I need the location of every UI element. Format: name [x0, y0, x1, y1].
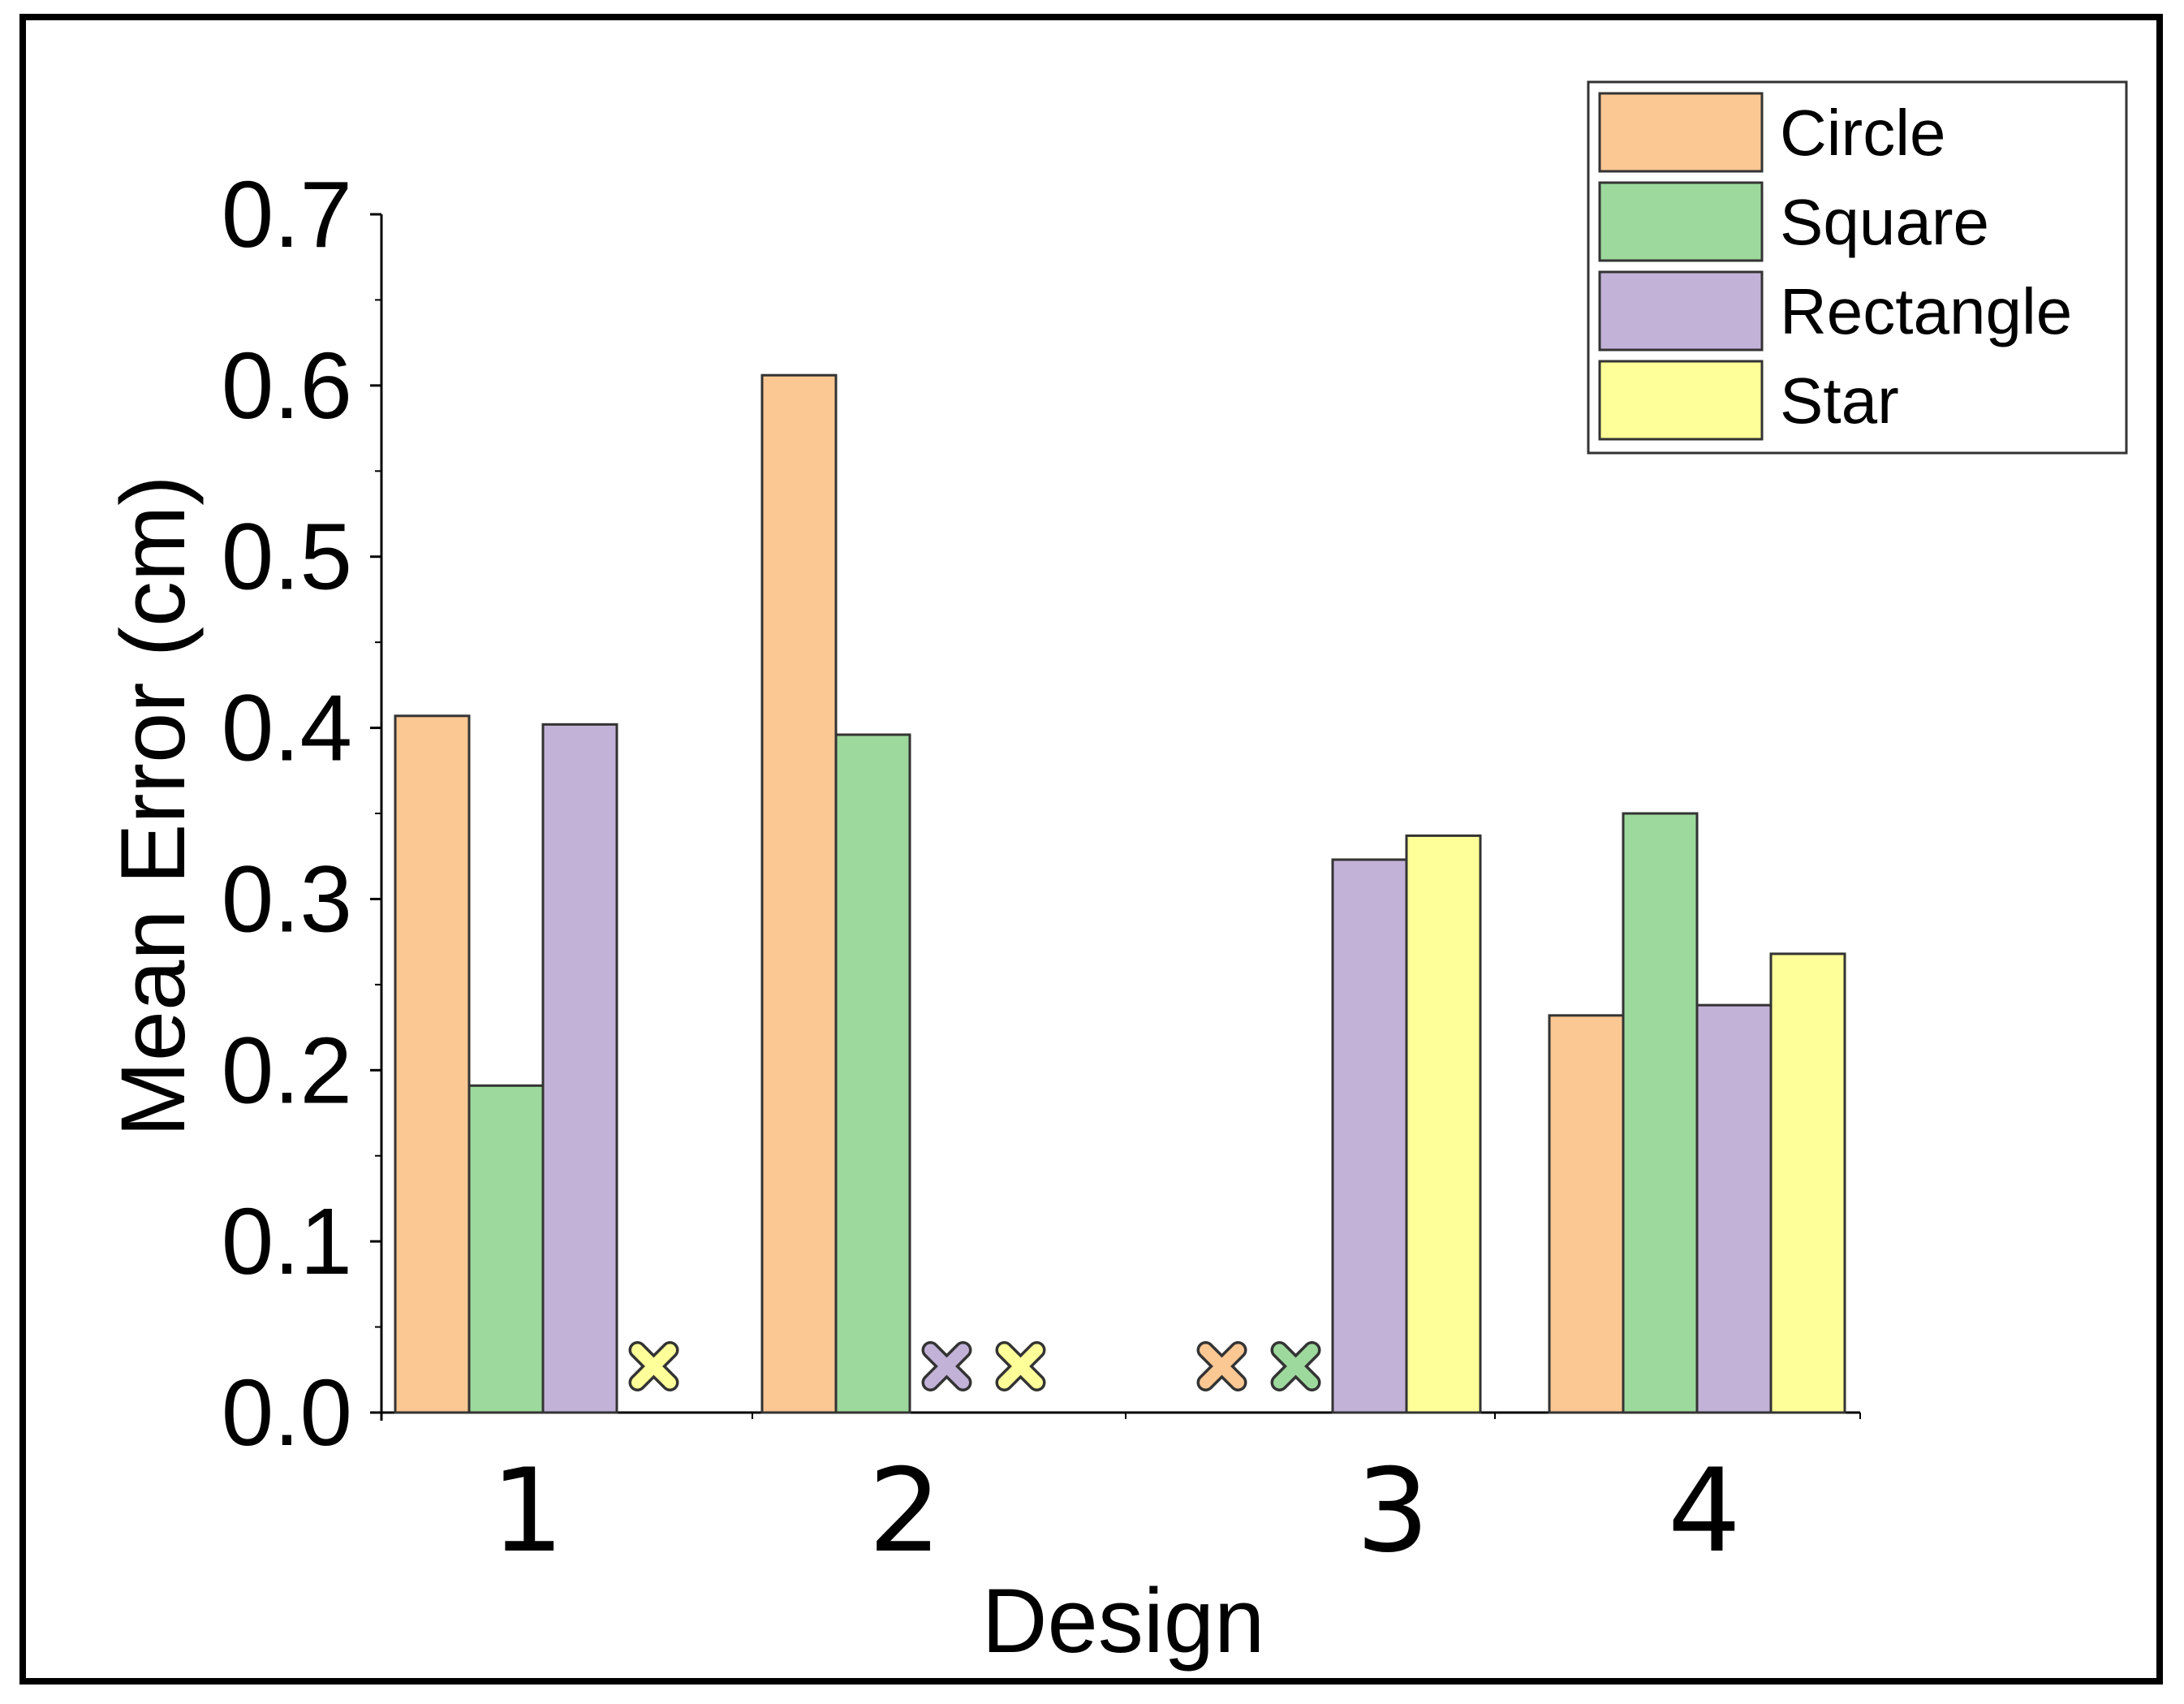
bar-rectangle-design-1 [541, 723, 618, 1414]
bars [394, 373, 1846, 1414]
x-axis-title: Design [982, 1570, 1265, 1672]
legend-swatch-rectangle [1598, 270, 1764, 352]
bar-square-design-2 [834, 733, 911, 1414]
chart-frame: 0.0 0.1 0.2 0.3 0.4 0.5 0.6 0.7 1 2 3 4 Mean Error… [19, 14, 2163, 1685]
x-category-label: 3 [1356, 1444, 1429, 1578]
bar-rectangle-design-3 [1331, 858, 1408, 1414]
y-tick-label: 0.4 [222, 675, 352, 781]
legend-swatch-circle [1598, 92, 1764, 173]
bar-square-design-4 [1622, 812, 1699, 1414]
bar-circle-design-1 [394, 714, 471, 1414]
y-tick-label: 0.6 [222, 333, 352, 438]
bar-chart: 0.0 0.1 0.2 0.3 0.4 0.5 0.6 0.7 1 2 3 4 Mean Error… [102, 80, 2128, 1672]
legend-swatch-star [1598, 360, 1764, 441]
legend-label-square: Square [1780, 186, 1989, 258]
y-axis-title: Mean Error (cm) [102, 475, 204, 1137]
y-tick-label: 0.1 [222, 1188, 352, 1294]
legend-label-rectangle: Rectangle [1780, 275, 2072, 347]
x-icon [1270, 1341, 1321, 1391]
bar-circle-design-4 [1548, 1014, 1625, 1414]
y-ticks: 0.0 0.1 0.2 0.3 0.4 0.5 0.6 0.7 [222, 162, 381, 1465]
y-tick-label: 0.7 [222, 162, 352, 267]
legend: Circle Square Rectangle Star [1587, 80, 2128, 455]
x-icon [995, 1341, 1046, 1391]
y-tick-label: 0.0 [222, 1360, 352, 1465]
legend-swatch-square [1598, 181, 1764, 262]
x-icon [628, 1341, 679, 1391]
y-tick-label: 0.2 [222, 1017, 352, 1123]
x-icon [921, 1341, 972, 1391]
bar-star-design-3 [1405, 834, 1482, 1414]
y-tick-label: 0.3 [222, 846, 352, 951]
x-icon [1196, 1341, 1247, 1391]
bar-rectangle-design-4 [1695, 1003, 1773, 1414]
y-tick-label: 0.5 [222, 504, 352, 610]
bar-square-design-1 [467, 1084, 545, 1414]
bar-star-design-4 [1769, 952, 1846, 1414]
x-category-label: 4 [1668, 1444, 1741, 1578]
legend-label-star: Star [1780, 365, 1899, 437]
bar-circle-design-2 [760, 373, 838, 1414]
x-category-label: 2 [868, 1444, 941, 1578]
legend-label-circle: Circle [1780, 97, 1945, 169]
x-categories: 1 2 3 4 [491, 1444, 1741, 1578]
x-category-label: 1 [491, 1444, 564, 1578]
